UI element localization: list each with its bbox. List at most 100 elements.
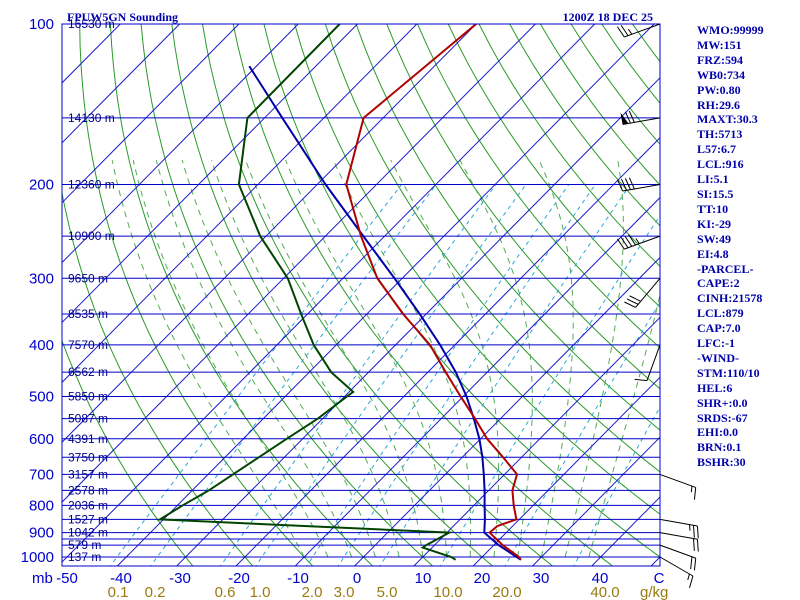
index-entry: MAXT:30.3 [697,112,758,127]
temperature-tick-label: C [654,570,665,587]
height-label: 1042 m [68,526,108,540]
dry-adiabat-line [355,24,660,431]
temperature-tick-label: -50 [56,570,78,587]
wind-barb-pennant [620,112,629,125]
pressure-tick-label: 900 [29,525,54,542]
wind-barb-feather [616,238,625,250]
mixing-ratio-tick-label: 3.0 [334,584,355,600]
mixing-ratio-tick-label: 0.6 [215,584,236,600]
temperature-tick-label: -30 [169,570,191,587]
height-label: 4391 m [68,432,108,446]
height-label: 3157 m [68,467,108,481]
height-label: 12360 m [68,177,115,191]
pressure-tick-label: 700 [29,466,54,483]
index-entry: STM:110/10 [697,365,760,380]
mixing-ratio-tick-label: 2.0 [302,584,323,600]
dry-adiabat-line [417,24,660,349]
pressure-tick-label: 800 [29,497,54,514]
wind-barb-staff [622,117,661,125]
pressure-tick-label: 600 [29,431,54,448]
dry-adiabat-line [171,24,494,566]
isotherm-line [62,24,477,443]
plot-frame [61,23,661,567]
isotherm-line [294,196,660,566]
index-entry: SHR+:0.0 [697,395,748,410]
wind-barb-feather [624,301,636,308]
isotherms [62,24,660,566]
wind-barb-feather [692,525,695,538]
index-entry: BRN:0.1 [697,440,742,455]
index-entry: L57:6.7 [697,142,736,157]
height-label: 8535 m [68,307,108,321]
index-entry: TH:5713 [697,127,743,142]
pressure-tick-labels: 100 200 300 400 500 600 700 800 900 1000 mb [21,16,54,587]
mixing-ratio-tick-label: 0.1 [108,584,129,600]
wind-barb-half-feather [635,238,640,244]
wind-barb-feather [628,110,635,123]
wind-barb [617,177,661,192]
height-label: 7570 m [68,338,108,352]
temperature-tick-label: -40 [110,570,132,587]
wind-barb-feather [624,111,631,124]
wind-barb [620,110,661,125]
sounding-indices-panel: WMO:99999 MW:151 FRZ:594 WB0:734 PW:0.80 RH:2… [697,23,800,470]
wind-barb-staff [659,544,696,559]
mixing-ratio-line [504,301,660,566]
height-labels: 16530 m 14130 m 12360 m 10900 m 9650 m 8535 m… [68,17,115,564]
pressure-unit-label: mb [32,570,53,587]
wind-barb-feather [624,178,631,190]
wind-barb-feather [690,556,693,570]
wind-barb-staff [659,556,694,577]
wind-barb [624,277,661,308]
mixing-ratio-line [337,184,596,566]
index-entry: EHI:0.0 [697,425,739,440]
temperature-tick-label: 20 [474,570,491,587]
wind-barb-feather [628,234,636,246]
isobars [62,24,660,558]
index-entry: WMO:99999 [697,23,764,37]
height-label: 10900 m [68,229,115,243]
dry-adiabat-line [62,190,254,566]
wind-barb-staff [624,235,661,250]
height-label: 3750 m [68,450,108,464]
dry-adiabat-line [62,339,194,566]
index-entry: FRZ:594 [697,52,743,67]
index-entry: LFC:-1 [697,336,735,351]
height-label: 2036 m [68,498,108,512]
isotherm-line [62,24,299,264]
index-entry: RH:29.6 [697,97,740,112]
isotherm-line [235,137,660,566]
isotherm-line [62,24,418,384]
pressure-tick-label: 1000 [21,549,54,566]
mixing-ratio-tick-label: 40.0 [590,584,619,600]
moist-adiabat-line [245,159,424,558]
index-entry: CINH:21578 [697,291,763,306]
pressure-tick-label: 100 [29,16,54,33]
station-title: FPUW5GN Sounding [67,10,178,24]
wind-barb-staff [646,344,661,381]
pressure-tick-label: 500 [29,389,54,406]
height-label: 14130 m [68,111,115,125]
wind-barb-half-feather [690,486,693,493]
index-entry: BSHR:30 [697,455,746,470]
wind-barb-feather [620,237,629,249]
moist-adiabat-line [538,159,574,558]
wind-barb-feather [620,25,629,36]
dry-adiabat-line [386,24,660,390]
wind-barb-feather [628,177,635,190]
moist-adiabat-line [332,159,472,558]
wind-barb-feather [693,487,697,500]
wind-barb [659,544,697,571]
mixing-ratio-line [306,184,570,566]
index-entry: LCL:879 [697,306,744,321]
wind-barb-staff [622,183,661,192]
index-entry: PW:0.80 [697,82,741,97]
wind-barb-staff [635,277,661,308]
height-label: 579 m [68,538,101,552]
temperature-tick-label: 30 [533,570,550,587]
mixing-ratio-line [379,184,631,566]
index-entry: CAP:7.0 [697,321,741,336]
index-entry: -WIND- [697,350,739,365]
pressure-tick-label: 300 [29,270,54,287]
mixing-ratio-line [219,184,497,566]
